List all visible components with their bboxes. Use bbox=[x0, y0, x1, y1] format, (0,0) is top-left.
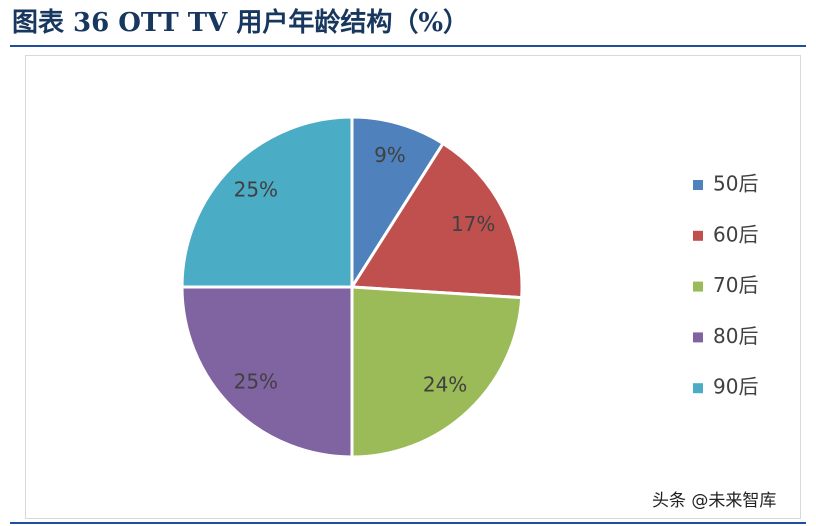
pie-slice bbox=[350, 285, 524, 459]
legend-swatch bbox=[693, 383, 703, 394]
data-label: 25% bbox=[234, 177, 278, 201]
watermark: 头条 @未来智库 bbox=[652, 491, 776, 511]
data-label: 9% bbox=[374, 143, 406, 167]
legend-swatch bbox=[693, 281, 703, 292]
legend-swatch bbox=[693, 230, 703, 241]
pie-slice bbox=[180, 285, 354, 459]
data-label: 17% bbox=[451, 212, 495, 236]
legend-label: 90后 bbox=[713, 375, 758, 399]
pie-slice bbox=[180, 115, 354, 289]
legend-label: 70后 bbox=[713, 273, 758, 297]
legend-label: 60后 bbox=[713, 222, 758, 246]
legend-swatch bbox=[693, 180, 703, 190]
legend-label: 50后 bbox=[713, 172, 758, 196]
data-label: 24% bbox=[423, 373, 467, 397]
pie-slice bbox=[349, 141, 524, 300]
chart-title: 图表 36 OTT TV 用户年龄结构（%） bbox=[12, 7, 469, 38]
pie-slice bbox=[350, 115, 446, 293]
data-label: 25% bbox=[234, 370, 278, 394]
legend-label: 80后 bbox=[713, 324, 758, 348]
legend-swatch bbox=[693, 332, 703, 343]
